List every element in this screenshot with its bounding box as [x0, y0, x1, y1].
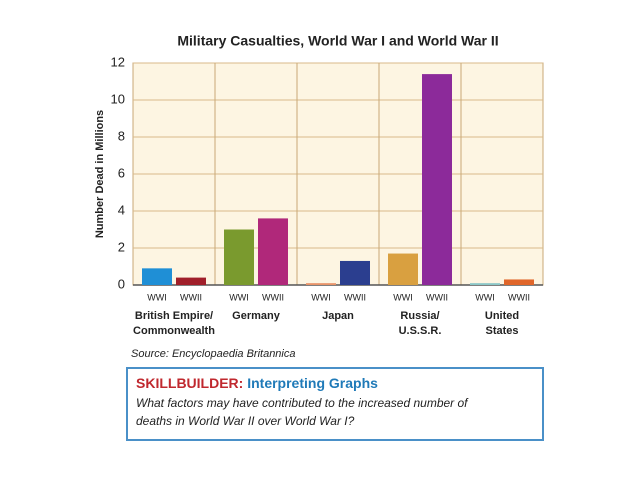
- y-tick-label: 8: [118, 128, 125, 143]
- y-tick-label: 12: [111, 54, 125, 69]
- source: Source: Encyclopaedia Britannica: [131, 348, 295, 360]
- series-label: WWI: [311, 292, 331, 302]
- series-label: WWI: [393, 292, 413, 302]
- series-label: WWI: [147, 292, 167, 302]
- x-tick-label: Germany: [232, 310, 281, 322]
- series-label: WWII: [344, 292, 366, 302]
- x-tick-label: Commonwealth: [133, 325, 215, 337]
- x-tick-label: U.S.S.R.: [399, 325, 442, 337]
- y-tick-label: 10: [111, 91, 125, 106]
- bar: [224, 229, 254, 285]
- bar: [470, 283, 500, 285]
- question-line: deaths in World War II over World War I?: [136, 414, 355, 428]
- bar: [422, 74, 452, 285]
- x-tick-label: United: [485, 310, 519, 322]
- bar: [142, 268, 172, 285]
- skillbuilder-title: Interpreting Graphs: [247, 375, 378, 391]
- bar: [176, 277, 206, 285]
- series-label: WWI: [229, 292, 249, 302]
- y-tick-label: 0: [118, 276, 125, 291]
- series-label: WWI: [475, 292, 495, 302]
- bar: [504, 279, 534, 285]
- series-label: WWII: [426, 292, 448, 302]
- question-line: What factors may have contributed to the…: [136, 396, 469, 410]
- skillbuilder-heading: SKILLBUILDER: Interpreting Graphs: [136, 375, 378, 391]
- x-tick-label: Russia/: [400, 310, 439, 322]
- bar: [306, 283, 336, 285]
- x-tick-label: Japan: [322, 310, 354, 322]
- x-tick-label: British Empire/: [135, 310, 213, 322]
- y-tick-label: 2: [118, 239, 125, 254]
- skillbuilder-label: SKILLBUILDER:: [136, 375, 243, 391]
- series-label: WWII: [508, 292, 530, 302]
- skillbuilder-box: [126, 367, 544, 441]
- series-label: WWII: [180, 292, 202, 302]
- y-tick-label: 6: [118, 165, 125, 180]
- y-tick-label: 4: [118, 202, 125, 217]
- chart-title: Military Casualties, World War I and Wor…: [177, 33, 498, 49]
- series-label: WWII: [262, 292, 284, 302]
- x-tick-label: States: [485, 325, 518, 337]
- bar: [258, 218, 288, 285]
- bar: [388, 253, 418, 285]
- bar: [340, 260, 370, 285]
- y-axis-label: Number Dead in Millions: [94, 110, 106, 238]
